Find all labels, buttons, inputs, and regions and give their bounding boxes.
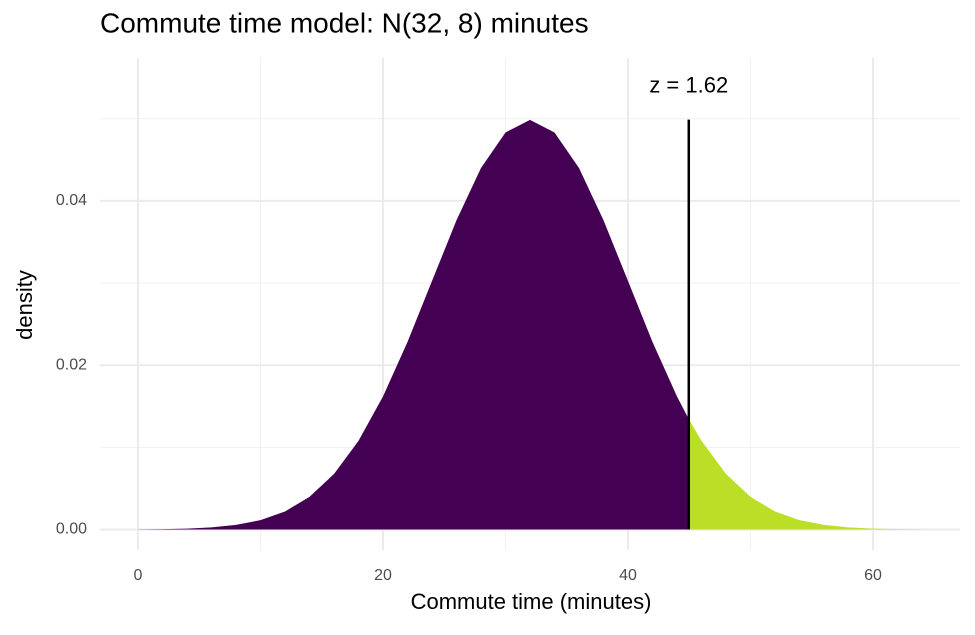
x-tick-label: 40 <box>619 567 637 584</box>
y-tick-label: 0.02 <box>56 356 87 373</box>
density-area <box>137 119 689 530</box>
density-area <box>688 419 923 530</box>
x-axis-label: Commute time (minutes) <box>411 589 652 614</box>
y-tick-label: 0.04 <box>56 192 87 209</box>
x-tick-label: 60 <box>864 567 882 584</box>
x-tick-label: 20 <box>374 567 392 584</box>
x-tick-label: 0 <box>134 567 143 584</box>
annotation: z = 1.62 <box>649 73 728 98</box>
chart-title: Commute time model: N(32, 8) minutes <box>100 7 589 38</box>
y-axis-label: density <box>12 270 37 340</box>
y-tick-label: 0.00 <box>56 521 87 538</box>
